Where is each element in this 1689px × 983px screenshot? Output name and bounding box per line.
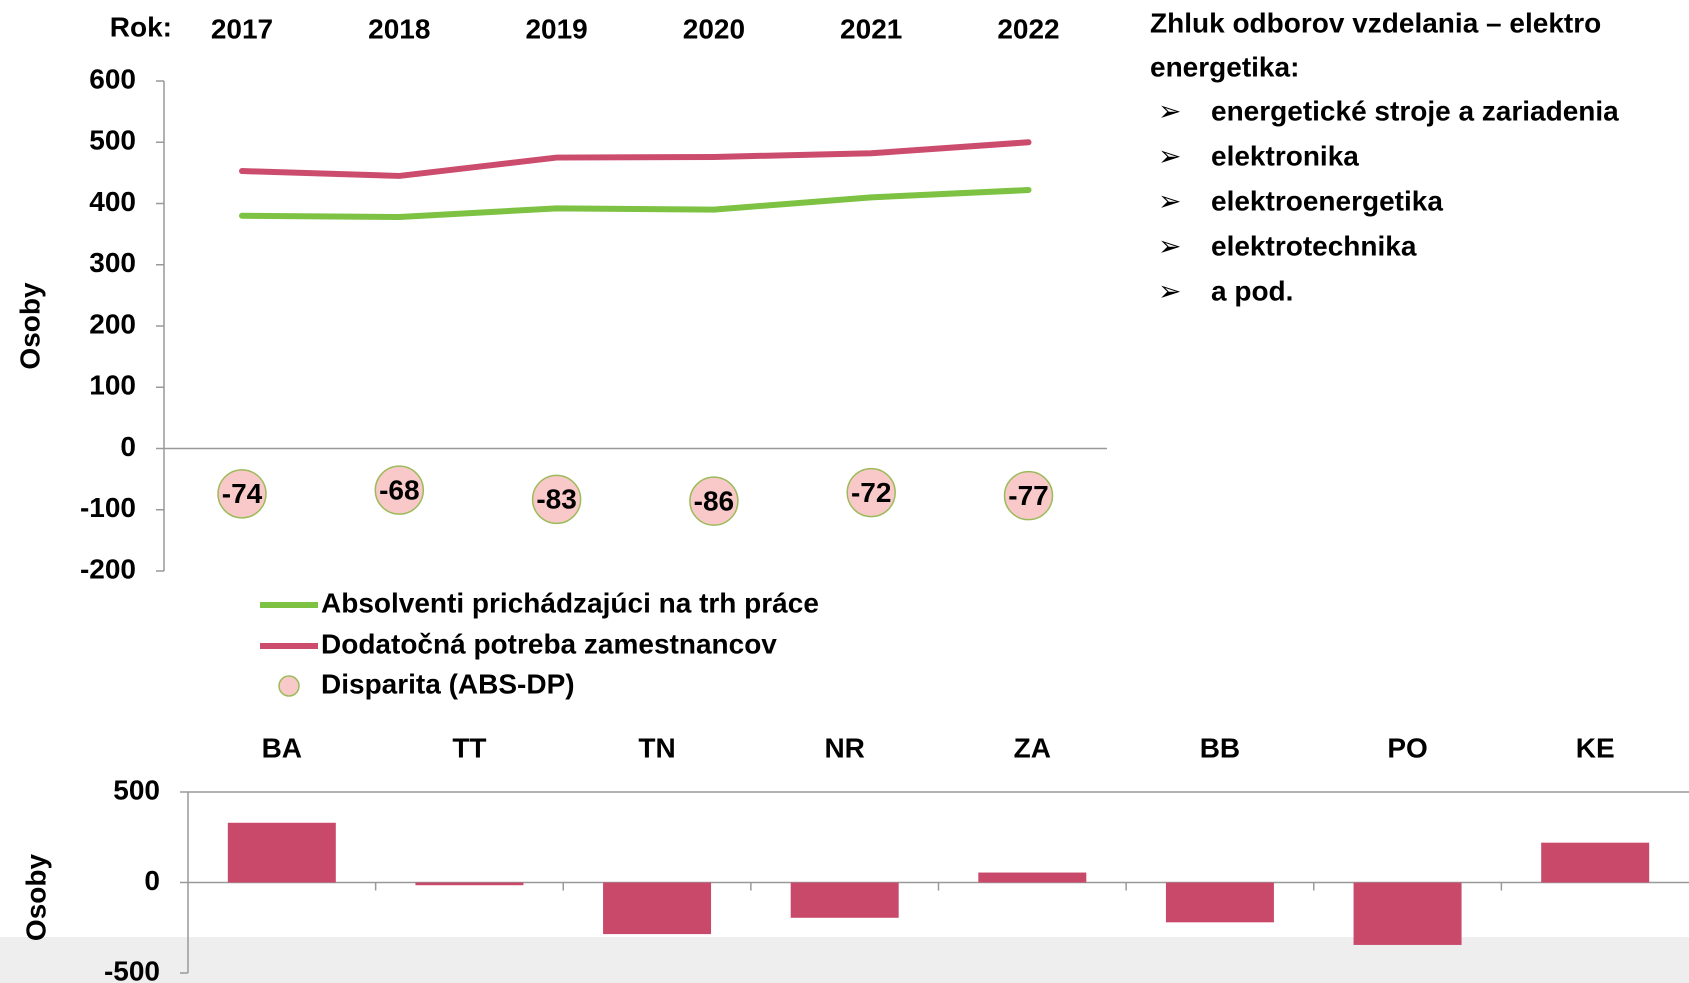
x-tick-label: KE (1576, 732, 1615, 763)
data-label: -83 (536, 484, 576, 515)
legend-marker (278, 675, 300, 697)
bar (227, 822, 336, 883)
legend-label: Dodatočná potreba zamestnancov (321, 628, 777, 659)
legend-label: Disparita (ABS-DP) (321, 668, 575, 699)
bar (978, 872, 1087, 883)
y-axis-label: Osoby (20, 854, 51, 942)
panel-item: energetické stroje a zariadenia (1211, 95, 1619, 126)
panel-title: energetika: (1150, 51, 1299, 82)
category-label: Rok: (110, 11, 172, 42)
data-label: -68 (379, 475, 419, 506)
bar (1541, 842, 1650, 883)
x-tick-label: BB (1200, 732, 1240, 763)
x-tick-label: 2021 (840, 13, 902, 44)
y-tick-label: -200 (80, 553, 136, 584)
bar (790, 882, 899, 918)
x-tick-label: NR (824, 732, 864, 763)
bullet: ➢ (1158, 185, 1181, 216)
series-line (239, 139, 1032, 179)
y-tick-label: 100 (89, 370, 136, 401)
y-tick-label: 500 (89, 125, 136, 156)
series-line (239, 187, 1032, 220)
panel-item: a pod. (1211, 275, 1293, 306)
data-label: -77 (1008, 480, 1048, 511)
x-tick-label: TT (452, 732, 486, 763)
data-label: -72 (851, 477, 891, 508)
bar (1353, 882, 1462, 945)
bar (1165, 882, 1274, 923)
disparity-marker (1003, 470, 1054, 521)
x-tick-label: ZA (1014, 732, 1051, 763)
x-tick-label: 2018 (368, 13, 430, 44)
y-tick-label: 0 (120, 431, 136, 462)
bullet: ➢ (1158, 140, 1181, 171)
bullet: ➢ (1158, 95, 1181, 126)
y-tick-label: 400 (89, 186, 136, 217)
panel-item: elektrotechnika (1211, 230, 1417, 261)
x-tick-label: 2020 (683, 13, 745, 44)
disparity-marker (846, 467, 896, 518)
y-tick-label: 200 (89, 308, 136, 339)
bullet: ➢ (1158, 275, 1181, 306)
data-label: -74 (222, 478, 263, 509)
y-axis-label: Osoby (14, 282, 45, 370)
y-tick-label: -500 (104, 955, 160, 983)
x-tick-label: TN (638, 732, 675, 763)
data-label: -86 (694, 486, 734, 517)
bullet: ➢ (1158, 230, 1181, 261)
legend-label: Absolventi prichádzajúci na trh práce (321, 587, 819, 618)
panel-item: elektroenergetika (1211, 185, 1443, 216)
bar (415, 882, 524, 886)
disparity-marker (689, 476, 739, 526)
y-tick-label: -100 (80, 492, 136, 523)
disparity-marker (531, 474, 582, 525)
x-tick-label: 2017 (211, 13, 273, 44)
disparity-marker (374, 465, 425, 515)
y-tick-label: 0 (144, 865, 160, 896)
disparity-marker (217, 469, 267, 519)
y-tick-label: 500 (113, 774, 160, 805)
panel-item: elektronika (1211, 140, 1359, 171)
x-tick-label: PO (1387, 732, 1427, 763)
panel-title: Zhluk odborov vzdelania – elektro (1150, 7, 1601, 38)
x-tick-label: BA (262, 732, 302, 763)
x-tick-label: 2022 (997, 13, 1059, 44)
y-tick-label: 600 (89, 63, 136, 94)
x-tick-label: 2019 (525, 13, 587, 44)
bar (603, 882, 712, 935)
y-tick-label: 300 (89, 247, 136, 278)
